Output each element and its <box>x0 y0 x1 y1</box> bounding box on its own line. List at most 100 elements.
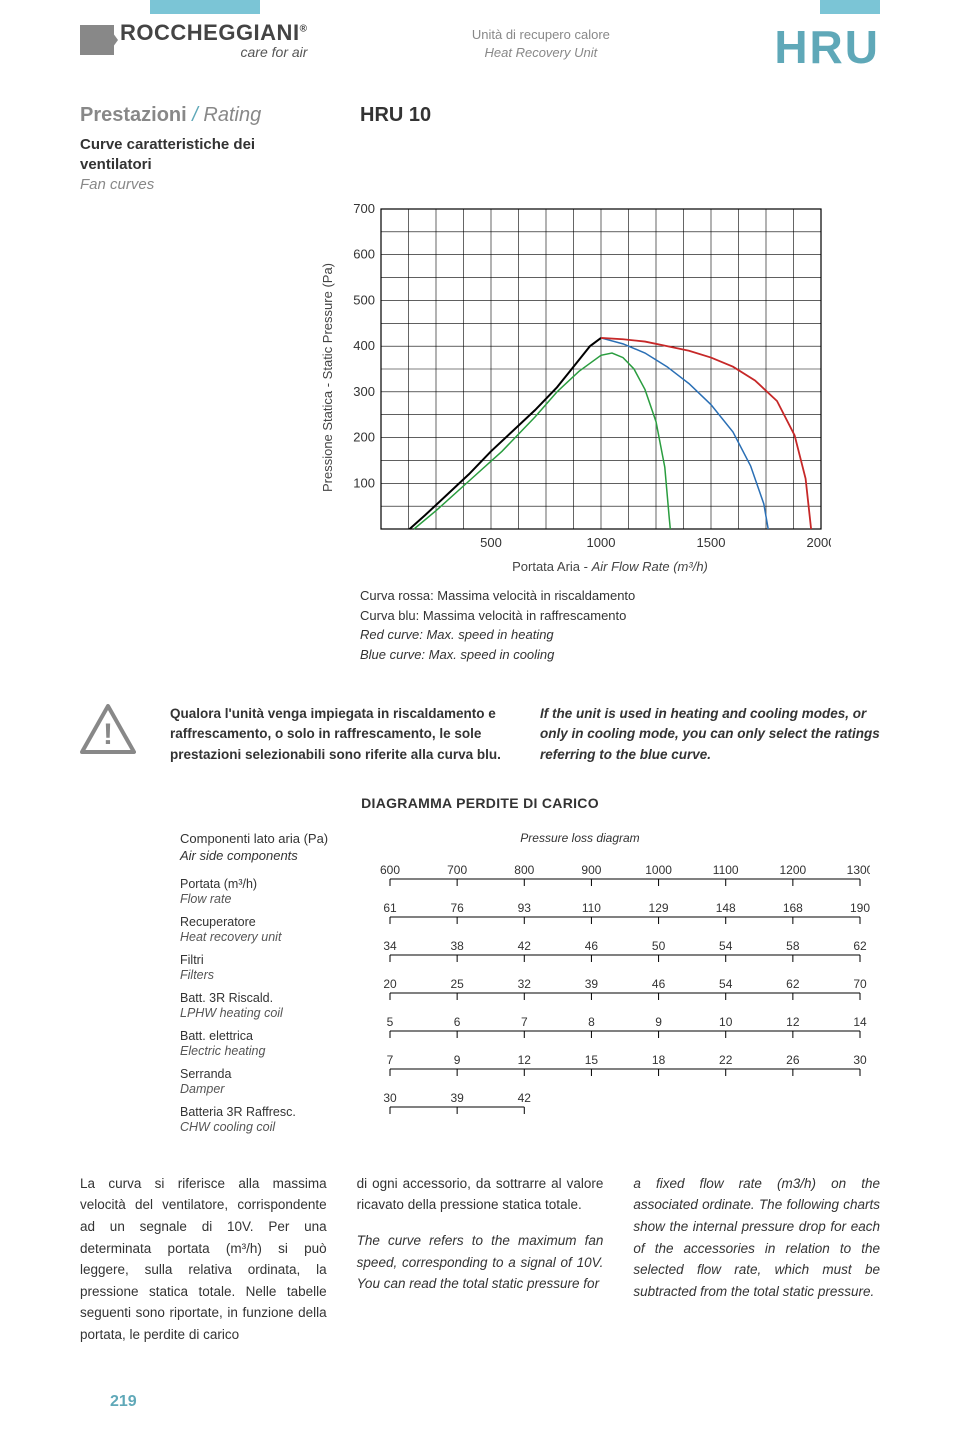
pressure-loss-label: Pressure loss diagram <box>280 831 880 845</box>
diag-row-label: Batteria 3R Raffresc.CHW cooling coil <box>180 1105 380 1143</box>
chart-ylabel: Pressione Statica - Static Pressure (Pa) <box>320 263 335 492</box>
scale-row: 5 6 7 8 9 10 12 14 <box>380 1011 880 1049</box>
svg-text:20: 20 <box>383 977 397 991</box>
svg-text:12: 12 <box>518 1053 532 1067</box>
product-badge: HRU <box>774 20 880 74</box>
svg-text:100: 100 <box>353 475 375 490</box>
svg-text:50: 50 <box>652 939 666 953</box>
bottom-col-2: di ogni accessorio, da sottrarre al valo… <box>357 1173 604 1346</box>
warning-text-en: If the unit is used in heating and cooli… <box>540 704 880 765</box>
diag-row-label: Batt. 3R Riscald.LPHW heating coil <box>180 991 380 1029</box>
bottom-col-1: La curva si riferisce alla massima veloc… <box>80 1173 327 1346</box>
svg-text:1100: 1100 <box>713 863 739 877</box>
svg-text:76: 76 <box>450 901 464 915</box>
svg-text:600: 600 <box>353 247 375 262</box>
chart-svg: 100200300400500600700500100015002000 <box>341 203 831 553</box>
scale-row: 617693110129148168190 <box>380 897 880 935</box>
svg-text:54: 54 <box>719 977 733 991</box>
brand-tagline: care for air <box>120 44 307 60</box>
bottom-text: La curva si riferisce alla massima veloc… <box>80 1173 880 1346</box>
svg-text:500: 500 <box>480 535 502 550</box>
svg-text:500: 500 <box>353 292 375 307</box>
svg-text:1000: 1000 <box>645 863 672 877</box>
svg-text:700: 700 <box>447 863 467 877</box>
svg-text:9: 9 <box>454 1053 461 1067</box>
svg-text:1500: 1500 <box>697 535 726 550</box>
svg-text:22: 22 <box>719 1053 733 1067</box>
svg-text:46: 46 <box>585 939 599 953</box>
svg-text:700: 700 <box>353 203 375 216</box>
svg-text:70: 70 <box>853 977 867 991</box>
svg-text:129: 129 <box>649 901 669 915</box>
diag-row-label: Batt. elettricaElectric heating <box>180 1029 380 1067</box>
diag-row-label: FiltriFilters <box>180 953 380 991</box>
warning-text-it: Qualora l'unità venga impiegata in risca… <box>170 704 510 765</box>
scale-row: 7 9 12 15 18 22 26 30 <box>380 1049 880 1087</box>
curves-label-it: Curve caratteristiche dei ventilatori <box>80 135 300 174</box>
svg-text:62: 62 <box>786 977 800 991</box>
pressure-loss-diagram: Componenti lato aria (Pa) Air side compo… <box>80 831 880 1143</box>
logo-icon <box>80 25 114 55</box>
svg-text:58: 58 <box>786 939 800 953</box>
svg-text:18: 18 <box>652 1053 666 1067</box>
svg-text:93: 93 <box>518 901 532 915</box>
page-header: ROCCHEGGIANI® care for air Unità di recu… <box>0 0 960 84</box>
main-content: Prestazioni / Rating Curve caratteristic… <box>0 84 960 1366</box>
svg-text:34: 34 <box>383 939 397 953</box>
svg-text:39: 39 <box>450 1091 464 1105</box>
scale-row: 30 39 42 <box>380 1087 880 1125</box>
svg-text:30: 30 <box>383 1091 397 1105</box>
warning-block: ! Qualora l'unità venga impiegata in ris… <box>80 704 880 765</box>
svg-text:5: 5 <box>387 1015 394 1029</box>
section-title: Prestazioni / Rating <box>80 104 300 127</box>
svg-text:38: 38 <box>450 939 464 953</box>
svg-text:300: 300 <box>353 384 375 399</box>
svg-text:800: 800 <box>514 863 534 877</box>
svg-text:14: 14 <box>853 1015 867 1029</box>
fan-curve-chart: Pressione Statica - Static Pressure (Pa)… <box>320 203 880 664</box>
svg-text:1200: 1200 <box>780 863 807 877</box>
diag-header-en: Air side components <box>180 848 380 863</box>
svg-text:25: 25 <box>450 977 464 991</box>
svg-text:6: 6 <box>454 1015 461 1029</box>
svg-text:1300: 1300 <box>847 863 870 877</box>
tab-decoration-right <box>820 0 880 14</box>
svg-text:7: 7 <box>521 1015 528 1029</box>
scale-row: 6007008009001000110012001300 <box>380 859 880 897</box>
svg-text:39: 39 <box>585 977 599 991</box>
svg-text:7: 7 <box>387 1053 394 1067</box>
svg-text:!: ! <box>103 718 113 751</box>
bottom-col-3: a fixed flow rate (m3/h) on the associat… <box>633 1173 880 1346</box>
svg-text:10: 10 <box>719 1015 733 1029</box>
svg-text:15: 15 <box>585 1053 599 1067</box>
page-number: 219 <box>110 1393 137 1411</box>
svg-text:62: 62 <box>853 939 867 953</box>
svg-text:42: 42 <box>518 1091 532 1105</box>
svg-text:61: 61 <box>383 901 397 915</box>
scale-row: 34 38 42 46 50 54 58 62 <box>380 935 880 973</box>
svg-text:9: 9 <box>655 1015 662 1029</box>
svg-text:400: 400 <box>353 338 375 353</box>
svg-text:8: 8 <box>588 1015 595 1029</box>
svg-text:900: 900 <box>581 863 601 877</box>
svg-text:46: 46 <box>652 977 666 991</box>
diagram-title: DIAGRAMMA PERDITE DI CARICO <box>80 795 880 811</box>
svg-text:26: 26 <box>786 1053 800 1067</box>
svg-text:30: 30 <box>853 1053 867 1067</box>
warning-icon: ! <box>80 704 140 759</box>
svg-text:42: 42 <box>518 939 532 953</box>
chart-title: HRU 10 <box>360 104 431 127</box>
brand-logo: ROCCHEGGIANI® care for air <box>80 20 307 60</box>
chart-legend: Curva rossa: Massima velocità in riscald… <box>360 586 880 664</box>
svg-text:1000: 1000 <box>587 535 616 550</box>
brand-name: ROCCHEGGIANI® <box>120 20 307 46</box>
svg-text:148: 148 <box>716 901 736 915</box>
svg-text:110: 110 <box>582 901 601 915</box>
scale-row: 20 25 32 39 46 54 62 70 <box>380 973 880 1011</box>
svg-text:54: 54 <box>719 939 733 953</box>
svg-text:32: 32 <box>518 977 532 991</box>
curves-label-en: Fan curves <box>80 176 300 193</box>
chart-xlabel: Portata Aria - Air Flow Rate (m³/h) <box>340 559 880 574</box>
svg-text:12: 12 <box>786 1015 800 1029</box>
header-subtitle: Unità di recupero calore Heat Recovery U… <box>472 26 610 62</box>
